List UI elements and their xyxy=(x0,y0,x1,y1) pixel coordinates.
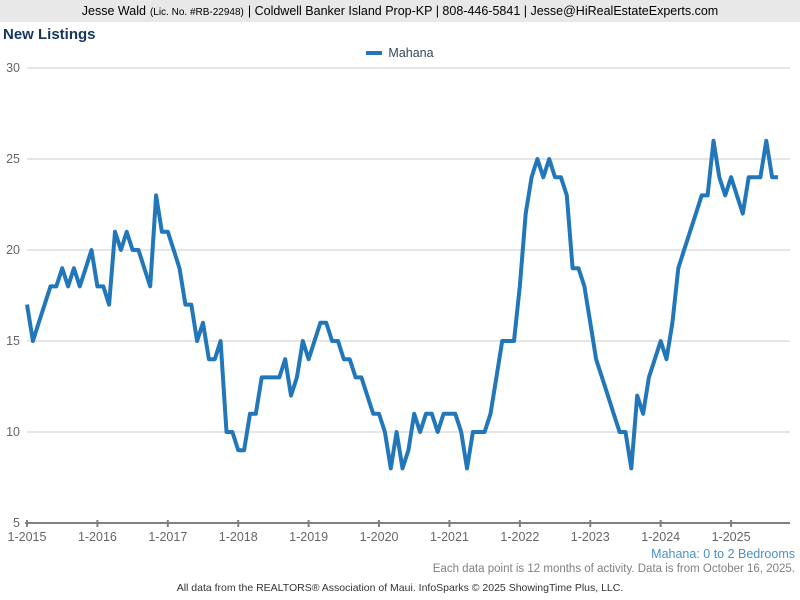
x-tick-label: 1-2015 xyxy=(8,530,47,544)
header-bar: Jesse Wald (Lic. No. #RB-22948) | Coldwe… xyxy=(0,0,800,22)
x-tick-label: 1-2022 xyxy=(500,530,539,544)
page-title: New Listings xyxy=(3,26,96,43)
x-tick-label: 1-2019 xyxy=(289,530,328,544)
x-tick-label: 1-2025 xyxy=(712,530,751,544)
y-tick-label: 10 xyxy=(6,425,20,439)
legend-item-mahana[interactable]: Mahana xyxy=(0,46,800,60)
y-tick-label: 25 xyxy=(6,152,20,166)
data-note: Each data point is 12 months of activity… xyxy=(432,563,795,575)
y-tick-label: 15 xyxy=(6,334,20,348)
agent-name: Jesse Wald xyxy=(81,4,146,18)
agent-license: (Lic. No. #RB-22948) xyxy=(149,7,244,18)
attribution-text: All data from the REALTORS® Association … xyxy=(176,582,624,594)
legend-swatch-icon xyxy=(366,51,383,55)
y-tick-label: 30 xyxy=(6,61,20,75)
x-tick-label: 1-2024 xyxy=(641,530,680,544)
x-tick-label: 1-2023 xyxy=(571,530,610,544)
x-tick-label: 1-2020 xyxy=(360,530,399,544)
x-tick-label: 1-2017 xyxy=(148,530,187,544)
y-tick-label: 5 xyxy=(13,516,20,530)
x-tick-label: 1-2021 xyxy=(430,530,469,544)
y-tick-label: 20 xyxy=(6,243,20,257)
series-description: Mahana: 0 to 2 Bedrooms xyxy=(651,547,795,561)
series-line-mahana xyxy=(25,138,778,471)
x-tick-label: 1-2018 xyxy=(219,530,258,544)
agent-contact-info: | Coldwell Banker Island Prop-KP | 808-4… xyxy=(247,4,719,18)
x-tick-label: 1-2016 xyxy=(78,530,117,544)
legend-label: Mahana xyxy=(388,46,434,60)
